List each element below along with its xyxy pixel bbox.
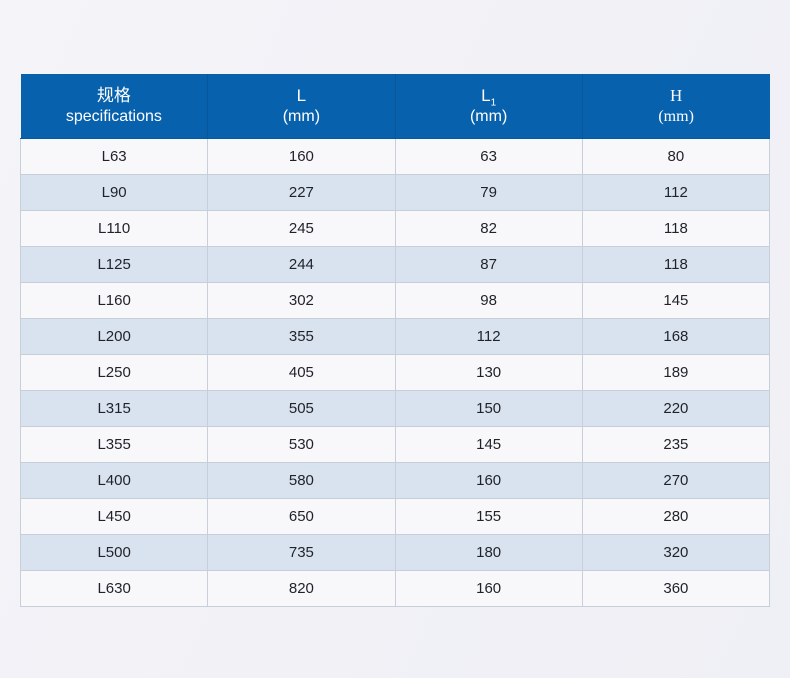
value-cell: 355 xyxy=(207,318,396,355)
value-cell: 820 xyxy=(207,570,396,607)
value-cell: 82 xyxy=(394,210,583,247)
header-L-unit: (mm) xyxy=(282,108,321,126)
table-row: L90 227 79 112 xyxy=(19,174,771,211)
value-cell: 150 xyxy=(394,390,583,427)
header-L-symbol: L xyxy=(296,85,307,105)
header-spec-en: specifications xyxy=(65,108,162,126)
spec-cell: L630 xyxy=(19,570,209,607)
header-L1-symbol: L1 xyxy=(481,85,497,109)
specifications-table: 规格 specifications L (mm) L1 (mm) H (mm) … xyxy=(19,74,771,607)
spec-cell: L125 xyxy=(19,246,209,283)
value-cell: 505 xyxy=(207,390,396,427)
value-cell: 280 xyxy=(581,498,771,535)
value-cell: 735 xyxy=(207,534,396,571)
value-cell: 245 xyxy=(207,210,396,247)
value-cell: 160 xyxy=(207,138,396,175)
value-cell: 405 xyxy=(207,354,396,391)
spec-cell: L355 xyxy=(19,426,209,463)
spec-cell: L160 xyxy=(19,282,209,319)
value-cell: 118 xyxy=(581,210,771,247)
table-header: 规格 specifications L (mm) L1 (mm) H (mm) xyxy=(20,74,770,139)
value-cell: 180 xyxy=(394,534,583,571)
header-L1-subscript: 1 xyxy=(490,97,497,109)
table-row: L200 355 112 168 xyxy=(19,318,771,355)
table-row: L250 405 130 189 xyxy=(19,354,771,391)
spec-cell: L500 xyxy=(19,534,209,571)
table-row: L500 735 180 320 xyxy=(19,534,771,571)
spec-cell: L450 xyxy=(19,498,209,535)
value-cell: 235 xyxy=(581,426,771,463)
header-row: 规格 specifications L (mm) L1 (mm) H (mm) xyxy=(20,74,770,139)
value-cell: 63 xyxy=(394,138,583,175)
header-spec-zh: 规格 xyxy=(96,85,131,105)
spec-cell: L110 xyxy=(19,210,209,247)
spec-cell: L315 xyxy=(19,390,209,427)
value-cell: 145 xyxy=(394,426,583,463)
value-cell: 220 xyxy=(581,390,771,427)
value-cell: 650 xyxy=(207,498,396,535)
spec-cell: L200 xyxy=(19,318,209,355)
spec-cell: L250 xyxy=(19,354,209,391)
table-row: L125 244 87 118 xyxy=(19,246,771,283)
header-H-unit: (mm) xyxy=(658,108,694,126)
value-cell: 112 xyxy=(581,174,771,211)
value-cell: 118 xyxy=(581,246,771,283)
table-row: L315 505 150 220 xyxy=(19,390,771,427)
table-body: L63 160 63 80 L90 227 79 112 L110 245 82 118 L125 244… xyxy=(19,138,771,607)
value-cell: 145 xyxy=(581,282,771,319)
value-cell: 130 xyxy=(394,354,583,391)
value-cell: 79 xyxy=(394,174,583,211)
value-cell: 227 xyxy=(207,174,396,211)
table-row: L63 160 63 80 xyxy=(19,138,771,175)
header-cell-specifications: 规格 specifications xyxy=(20,74,208,139)
value-cell: 302 xyxy=(207,282,396,319)
table-row: L160 302 98 145 xyxy=(19,282,771,319)
value-cell: 189 xyxy=(581,354,771,391)
header-L1-unit: (mm) xyxy=(469,108,508,126)
value-cell: 80 xyxy=(581,138,771,175)
value-cell: 580 xyxy=(207,462,396,499)
header-cell-L: L (mm) xyxy=(207,74,395,139)
value-cell: 320 xyxy=(581,534,771,571)
table-row: L450 650 155 280 xyxy=(19,498,771,535)
value-cell: 155 xyxy=(394,498,583,535)
value-cell: 168 xyxy=(581,318,771,355)
spec-cell: L63 xyxy=(19,138,209,175)
header-H-symbol: H xyxy=(669,85,683,105)
value-cell: 160 xyxy=(394,462,583,499)
table-row: L400 580 160 270 xyxy=(19,462,771,499)
value-cell: 530 xyxy=(207,426,396,463)
value-cell: 160 xyxy=(394,570,583,607)
header-cell-L1: L1 (mm) xyxy=(394,74,583,139)
table-row: L630 820 160 360 xyxy=(19,570,771,607)
value-cell: 87 xyxy=(394,246,583,283)
value-cell: 244 xyxy=(207,246,396,283)
spec-cell: L400 xyxy=(19,462,209,499)
table-row: L110 245 82 118 xyxy=(19,210,771,247)
value-cell: 112 xyxy=(394,318,583,355)
value-cell: 270 xyxy=(581,462,771,499)
spec-cell: L90 xyxy=(19,174,209,211)
table-row: L355 530 145 235 xyxy=(19,426,771,463)
value-cell: 98 xyxy=(394,282,583,319)
header-cell-H: H (mm) xyxy=(581,74,770,139)
value-cell: 360 xyxy=(581,570,771,607)
